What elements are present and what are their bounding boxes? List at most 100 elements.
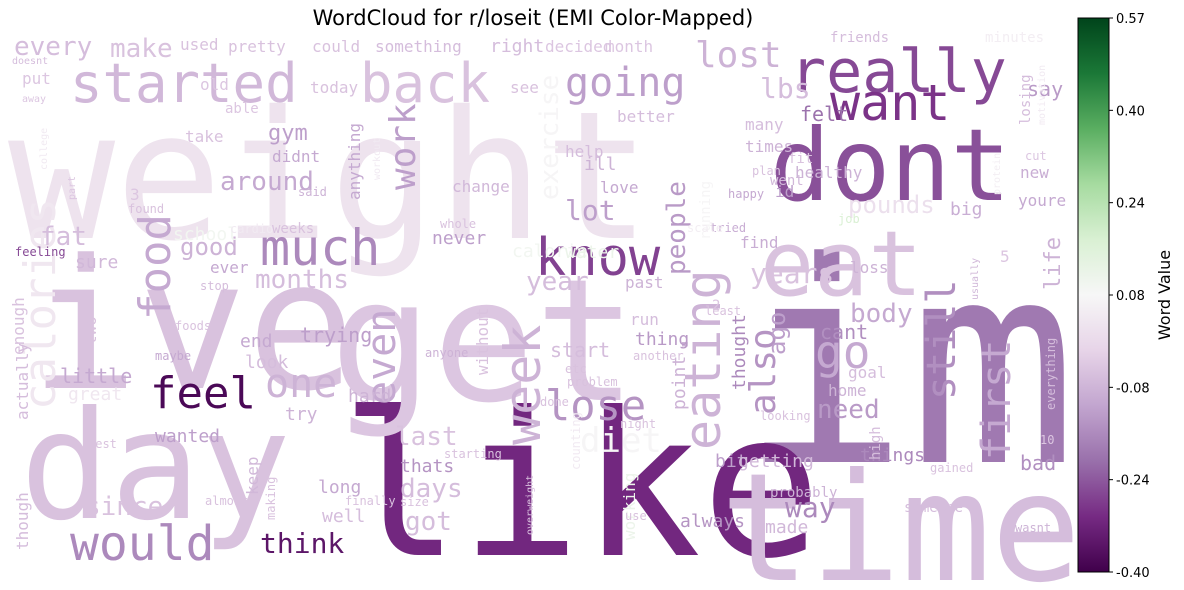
word-5: 5 (1000, 247, 1010, 266)
word-great: great (68, 384, 122, 405)
word-ever: ever (210, 258, 249, 277)
word-bad: bad (1020, 451, 1056, 475)
word-hard: hard (348, 386, 391, 407)
word-maybe: maybe (155, 349, 191, 363)
word-eating: eating (674, 269, 732, 450)
word-friends: friends (830, 30, 889, 46)
word-every: every (14, 32, 92, 62)
word-protein: protein (992, 153, 1003, 195)
word-also: also (743, 328, 784, 415)
colorbar-tick-label: -0.40 (1116, 566, 1150, 581)
word-day: day (20, 380, 291, 554)
word-actually: actually (13, 343, 32, 420)
word-finally: finally (345, 494, 396, 508)
word-best: best (88, 437, 117, 451)
word-go: go (815, 325, 870, 379)
word-work: work (383, 103, 424, 190)
word-high: high (868, 426, 884, 460)
word-get: get (330, 243, 637, 441)
word-getting: getting (738, 451, 814, 472)
word-change: change (452, 177, 510, 196)
word-id: id (775, 182, 794, 201)
word-bit: bit (715, 451, 748, 472)
word-started: started (70, 52, 298, 115)
word-wanted: wanted (155, 426, 220, 447)
word-even: even (359, 309, 405, 405)
word-able: able (225, 101, 259, 117)
word-size: size (400, 495, 429, 509)
word-minutes: minutes (985, 30, 1044, 46)
word-pounds: pounds (848, 191, 935, 219)
word-3: 3 (130, 185, 140, 204)
word-10: 10 (1040, 433, 1054, 447)
word-want: want (830, 74, 950, 132)
word-trying: trying (300, 323, 372, 347)
word-end: end (240, 331, 273, 352)
word-body: body (850, 299, 913, 329)
word-see: see (510, 78, 539, 97)
word-take: take (185, 127, 224, 146)
word-starting: starting (444, 447, 502, 461)
word-past: past (625, 273, 664, 292)
word-school: school (173, 224, 238, 245)
word-well: well (322, 506, 365, 527)
word-thought: thought (729, 314, 750, 390)
word-dont: dont (770, 107, 1011, 224)
word-days: days (400, 474, 463, 504)
word-part: part (67, 176, 78, 200)
word-loss: loss (850, 258, 889, 277)
word-im: im (740, 203, 1077, 529)
word-times: times (745, 137, 793, 156)
word-without: without (473, 308, 492, 375)
word-another: another (633, 349, 684, 363)
word-help: help (565, 142, 604, 161)
word-right: right (490, 36, 544, 57)
word-youre: youre (1018, 191, 1066, 210)
word-sure: sure (75, 252, 118, 273)
word-could: could (312, 37, 360, 56)
word-people: people (662, 181, 692, 275)
colorbar-tick-label: -0.24 (1116, 474, 1150, 489)
word-home: home (828, 381, 867, 400)
word-never: never (432, 228, 486, 249)
word-cut: cut (1025, 149, 1047, 163)
word-went: went (770, 173, 804, 189)
word-way: way (785, 491, 836, 524)
colorbar-tick-label: -0.08 (1116, 381, 1150, 396)
word-good: good (180, 233, 238, 261)
word-start: start (550, 338, 610, 362)
word-whole: whole (440, 217, 476, 231)
word-stop: stop (200, 279, 229, 293)
word-ill: ill (584, 154, 617, 175)
word-back: back (360, 52, 490, 115)
word-pretty: pretty (228, 37, 286, 56)
word-food: food (130, 214, 181, 320)
word-2: 2 (712, 298, 720, 314)
word-month: month (605, 37, 653, 56)
word-working: working (620, 473, 639, 540)
word-things: things (860, 445, 925, 466)
colorbar-label: Word Value (1155, 250, 1174, 340)
word-water: water (565, 242, 619, 263)
word-make: make (110, 34, 173, 64)
word-weeks: weeks (272, 221, 314, 237)
word-long: long (318, 477, 361, 498)
word-overweight: overweight (525, 475, 536, 535)
word-eat: eat (760, 212, 923, 317)
word-say: say (1027, 77, 1063, 101)
word-doesnt: doesnt (12, 56, 48, 67)
word-cardio: cardio (230, 222, 273, 236)
word-time: time (720, 442, 1081, 590)
word-found: found (128, 202, 164, 216)
word-big: big (950, 199, 983, 220)
word-etc: etc (565, 362, 587, 376)
word-away: away (22, 94, 46, 105)
word-really: really (790, 37, 1007, 107)
word-goal: goal (848, 363, 887, 382)
word-done: done (540, 395, 569, 409)
word-healthy: healthy (795, 163, 863, 182)
word-old: old (200, 75, 229, 94)
word-decided: decided (545, 37, 612, 56)
